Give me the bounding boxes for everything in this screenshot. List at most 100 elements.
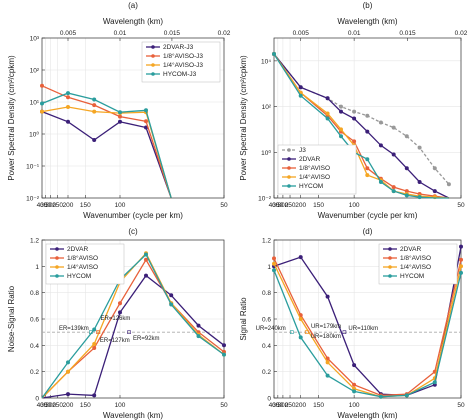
top-axis-label: Wavelength (km): [337, 17, 398, 26]
y-tick-label: 10⁻¹: [26, 164, 40, 171]
legend-marker: [55, 256, 59, 260]
data-point: [169, 293, 174, 298]
data-point: [417, 145, 422, 150]
annotation-label: UR=240km: [256, 326, 286, 332]
data-point: [339, 109, 343, 114]
y-tick-label: 0.4: [30, 343, 39, 350]
plot-frame: [273, 37, 462, 199]
series-line: [273, 263, 462, 398]
legend-marker: [388, 247, 392, 251]
data-point: [459, 270, 463, 275]
data-point: [92, 327, 97, 332]
data-point: [92, 109, 97, 114]
data-point: [92, 346, 97, 350]
data-point: [378, 120, 383, 125]
data-point: [352, 116, 357, 121]
series-line: [41, 106, 172, 199]
legend-marker: [287, 175, 291, 179]
data-point: [432, 189, 437, 194]
legend-entry: HYCOM: [400, 273, 424, 280]
legend-box: [45, 243, 125, 285]
x-tick-label: 50: [220, 402, 228, 409]
data-point: [365, 129, 370, 134]
top-tick-label: 0.02: [218, 30, 231, 37]
x-tick-label: 300: [277, 202, 288, 209]
data-point: [325, 116, 330, 121]
data-point: [118, 310, 122, 315]
y-tick-label: 10¹: [30, 100, 40, 107]
data-point: [40, 83, 44, 88]
annotation-marker: [96, 330, 100, 334]
x-tick-label: 200: [63, 402, 74, 409]
data-point: [365, 166, 370, 171]
legend-entry: 1/4°AVISO: [67, 263, 98, 271]
data-point: [404, 189, 409, 194]
x-tick-label: 100: [115, 402, 126, 409]
x-tick-label: 150: [80, 402, 91, 409]
data-point: [169, 302, 174, 307]
annotation-label: UR=179km: [311, 324, 341, 330]
x-tick-label: 200: [295, 202, 306, 209]
data-point: [339, 104, 343, 109]
legend-marker: [55, 247, 59, 251]
data-point: [352, 109, 357, 114]
panel-label: (b): [363, 1, 373, 10]
y-tick-label: 10⁰: [261, 149, 271, 157]
data-point: [298, 255, 303, 260]
x-tick-label: 100: [115, 202, 126, 209]
data-point: [391, 125, 396, 130]
annotation-marker: [290, 330, 294, 334]
data-point: [391, 185, 396, 190]
data-point: [144, 119, 148, 124]
legend-entry: HYCOM-J3: [163, 71, 197, 78]
data-point: [432, 166, 437, 171]
x-axis-label: Wavenumber (cycle per km): [83, 211, 183, 220]
data-point: [144, 252, 148, 257]
legend-entry: HYCOM: [299, 183, 323, 190]
annotation-marker: [304, 330, 309, 334]
data-point: [432, 380, 437, 385]
series-line: [273, 53, 449, 199]
legend-marker: [151, 45, 155, 49]
legend-marker: [151, 54, 155, 58]
x-tick-label: 300: [45, 202, 56, 209]
x-tick-label: 300: [277, 402, 288, 409]
legend-marker: [287, 148, 291, 152]
data-point: [92, 97, 97, 102]
data-point: [417, 180, 422, 184]
data-point: [222, 352, 226, 357]
legend-entry: 1/8°AVISO: [400, 254, 431, 262]
data-point: [66, 119, 70, 124]
data-point: [352, 382, 357, 387]
x-axis-label: Wavelength (km): [337, 411, 398, 420]
data-point: [40, 101, 44, 106]
plot-frame: [41, 37, 225, 199]
x-tick-label: 400: [269, 402, 280, 409]
data-point: [339, 127, 343, 132]
data-point: [40, 109, 44, 114]
data-point: [378, 143, 383, 148]
data-point: [272, 256, 276, 261]
data-point: [446, 182, 451, 187]
legend-entry: 1/8°AVISO-J3: [163, 52, 203, 60]
top-tick-label: 0.01: [348, 30, 361, 37]
y-tick-label: 1: [267, 264, 271, 271]
y-tick-label: 0.6: [30, 317, 39, 324]
panel-label: (d): [363, 227, 373, 236]
y-tick-label: 0.2: [30, 369, 39, 376]
x-tick-label: 300: [45, 402, 56, 409]
x-tick-label: 150: [80, 202, 91, 209]
y-tick-label: 0.6: [262, 317, 271, 324]
data-point: [325, 356, 330, 361]
x-tick-label: 100: [349, 402, 360, 409]
data-point: [66, 392, 70, 397]
data-point: [92, 342, 97, 346]
series-line: [273, 53, 450, 199]
data-point: [391, 152, 396, 157]
data-point: [298, 335, 303, 340]
legend-marker: [151, 63, 155, 67]
legend-marker: [55, 274, 59, 278]
